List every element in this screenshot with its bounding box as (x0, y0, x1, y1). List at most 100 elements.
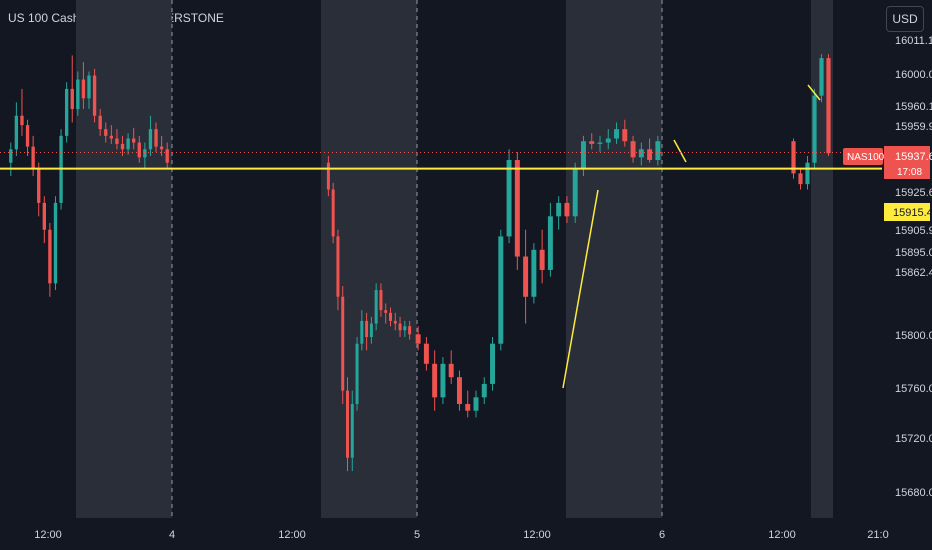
trend-line (673, 139, 687, 163)
candle (647, 149, 653, 160)
candle (432, 363, 438, 398)
y-tick-label: 16011.1 (895, 35, 932, 47)
candle (115, 138, 119, 144)
candle (132, 138, 136, 143)
candle (423, 343, 429, 364)
candle (369, 323, 373, 337)
candle (465, 404, 471, 411)
x-tick-label: 12:00 (768, 529, 796, 541)
symbol-tag (843, 148, 883, 165)
current-price-label: 15937.6 (895, 151, 932, 163)
candle (556, 202, 562, 217)
session-shade (76, 0, 172, 518)
candle (9, 149, 13, 163)
candle (531, 249, 537, 297)
candle (154, 129, 158, 147)
candle (481, 383, 487, 398)
candle (398, 323, 402, 331)
candle (20, 115, 24, 126)
candle (326, 162, 330, 190)
candle (76, 79, 80, 110)
candle (655, 141, 661, 160)
y-tick-label: 15925.6 (895, 187, 932, 199)
candle (64, 88, 69, 136)
candle (589, 141, 595, 144)
candle (98, 115, 102, 130)
candle (572, 169, 578, 217)
candle (159, 146, 164, 150)
candle (812, 95, 817, 163)
candle (638, 149, 644, 158)
candle (120, 143, 125, 150)
candle (42, 202, 46, 230)
level-price-box (884, 203, 930, 221)
candle (346, 390, 349, 458)
candle (374, 290, 378, 324)
candle (605, 138, 611, 143)
candle (826, 58, 831, 154)
x-tick-label: 12:00 (34, 529, 62, 541)
candle (92, 75, 97, 116)
candle (48, 229, 52, 284)
session-shade (321, 0, 417, 518)
symbol-tag-label: NAS100 (847, 152, 885, 163)
candle (456, 377, 462, 405)
level-price-label: 15915.4 (893, 207, 932, 219)
candle-group-4 (791, 54, 831, 190)
candle (614, 129, 620, 139)
x-tick-label: 12:00 (523, 529, 551, 541)
session-shade (566, 0, 662, 518)
x-tick-label: 5 (414, 529, 420, 541)
candle (393, 320, 397, 324)
candle-group-3 (415, 119, 661, 418)
y-tick-label: 15905.9 (895, 225, 932, 237)
candle (165, 149, 169, 163)
y-tick-label: 15959.9 (895, 121, 932, 133)
candle (384, 310, 388, 313)
candle (355, 343, 359, 405)
currency-button[interactable]: USD (886, 6, 924, 32)
y-tick-label: 15800.0 (895, 330, 932, 342)
candle (514, 159, 520, 257)
candle (523, 256, 529, 297)
candle (440, 363, 446, 398)
y-tick-label: 15862.4 (895, 267, 932, 279)
candle (87, 75, 91, 99)
candle-group-2 (326, 155, 412, 472)
candle (547, 216, 553, 270)
y-tick-label: 15895.0 (895, 247, 932, 259)
y-tick-label: 15760.0 (895, 383, 932, 395)
countdown-label: 17:08 (897, 167, 922, 178)
candle (126, 138, 130, 150)
candle (490, 343, 496, 384)
candle (597, 142, 603, 144)
candle (819, 58, 824, 96)
candle (109, 135, 114, 139)
trend-line (562, 189, 599, 389)
trend-line (807, 84, 821, 101)
candle (360, 320, 364, 344)
candle (791, 141, 796, 174)
candle (341, 296, 345, 391)
x-tick-label: 6 (659, 529, 665, 541)
candle (415, 334, 421, 344)
candle (580, 141, 586, 170)
x-tick-label: 21:0 (867, 529, 888, 541)
candle (31, 146, 35, 170)
candle (137, 142, 141, 158)
candle (805, 162, 810, 185)
candle (473, 397, 479, 411)
candle (37, 169, 41, 203)
candle (104, 129, 108, 136)
candle (622, 129, 628, 142)
candle (798, 173, 803, 185)
candle (350, 404, 354, 458)
candle (403, 326, 407, 331)
candle (389, 312, 392, 321)
candle (539, 249, 545, 270)
candle (70, 88, 74, 110)
y-tick-label: 15680.0 (895, 487, 932, 499)
x-tick-label: 12:00 (278, 529, 306, 541)
candle (148, 129, 153, 150)
